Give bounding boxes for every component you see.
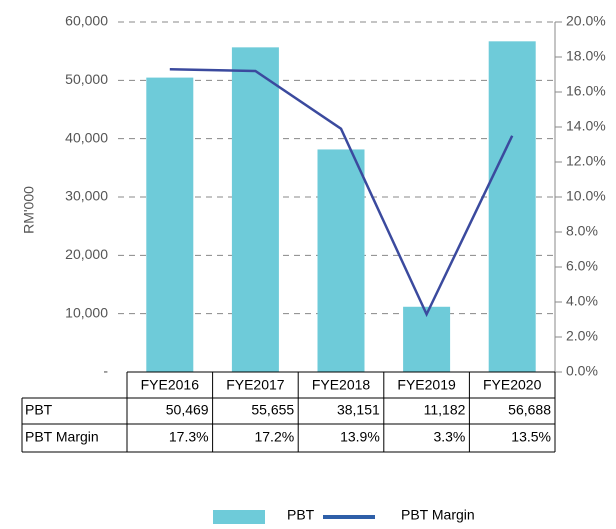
y2-tick-label: 4.0% bbox=[566, 293, 598, 309]
data-label: 11,182 bbox=[424, 402, 466, 418]
y-tick-label: 60,000 bbox=[65, 13, 108, 29]
y-tick-label: 20,000 bbox=[65, 246, 108, 262]
legend-swatch bbox=[213, 510, 265, 524]
y2-tick-label: 6.0% bbox=[566, 258, 598, 274]
y2-tick-label: 14.0% bbox=[566, 118, 606, 134]
bar bbox=[146, 77, 194, 372]
bar bbox=[317, 149, 365, 372]
data-label: 17.3% bbox=[169, 429, 209, 445]
line bbox=[169, 68, 514, 318]
data-label: 13.5% bbox=[511, 429, 551, 445]
x-tick-label: FYE2019 bbox=[397, 377, 456, 393]
y-tick-label: 10,000 bbox=[65, 304, 108, 320]
data-label: 55,655 bbox=[251, 402, 294, 418]
y2-tick-label: 20.0% bbox=[566, 13, 606, 29]
y2-tick-label: 10.0% bbox=[566, 188, 606, 204]
table-row-label: PBT bbox=[25, 402, 53, 418]
table-row-label: PBT Margin bbox=[25, 429, 99, 445]
bar bbox=[231, 47, 279, 373]
bar bbox=[403, 306, 451, 372]
y-tick-label: - bbox=[103, 363, 108, 379]
data-label: 13.9% bbox=[340, 429, 380, 445]
data-label: 56,688 bbox=[508, 402, 551, 418]
y2-tick-label: 8.0% bbox=[566, 223, 598, 239]
y2-tick-label: 12.0% bbox=[566, 153, 606, 169]
bar bbox=[488, 41, 536, 372]
legend-label: PBT Margin bbox=[401, 507, 475, 523]
data-label: 38,151 bbox=[337, 402, 380, 418]
data-label: 17.2% bbox=[254, 429, 294, 445]
y-tick-label: 30,000 bbox=[65, 188, 108, 204]
x-tick-label: FYE2018 bbox=[312, 377, 371, 393]
x-tick-label: FYE2017 bbox=[226, 377, 285, 393]
y-tick-label: 40,000 bbox=[65, 129, 108, 145]
y2-tick-label: 0.0% bbox=[566, 363, 598, 379]
data-label: 50,469 bbox=[166, 402, 209, 418]
y2-tick-label: 16.0% bbox=[566, 83, 606, 99]
y2-tick-label: 18.0% bbox=[566, 48, 606, 64]
x-tick-label: FYE2020 bbox=[483, 377, 542, 393]
y2-tick-label: 2.0% bbox=[566, 328, 598, 344]
x-tick-label: FYE2016 bbox=[141, 377, 200, 393]
data-label: 3.3% bbox=[433, 429, 465, 445]
legend-label: PBT bbox=[287, 507, 315, 523]
y-axis-label: RM'000 bbox=[21, 186, 37, 234]
y-tick-label: 50,000 bbox=[65, 71, 108, 87]
